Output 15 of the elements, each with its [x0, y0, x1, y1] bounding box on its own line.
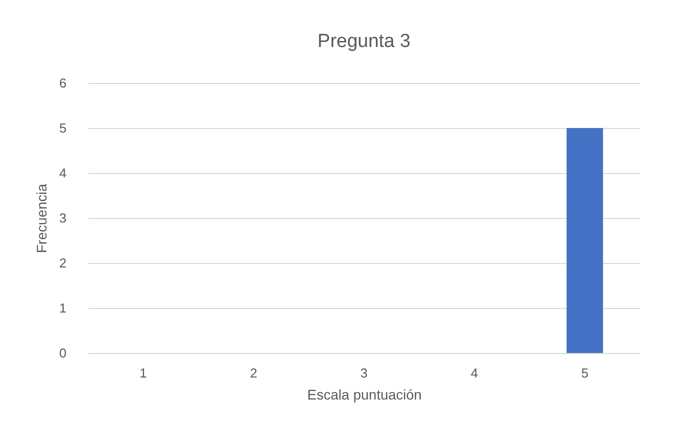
- x-tick-label: 1: [140, 366, 147, 380]
- y-tick-label: 6: [59, 76, 66, 90]
- y-tick-label: 5: [59, 120, 66, 136]
- x-tick-label: 2: [250, 366, 258, 380]
- x-tick-label: 4: [470, 366, 478, 380]
- y-tick-label: 4: [59, 166, 66, 180]
- x-axis-title: Escala puntuación: [307, 386, 422, 402]
- chart-title: Pregunta 3: [318, 31, 410, 52]
- y-tick-label: 1: [59, 300, 66, 316]
- y-tick-label: 3: [59, 210, 66, 226]
- y-tick-label: 2: [59, 256, 66, 270]
- x-tick-label: 3: [360, 366, 368, 380]
- x-tick-label: 5: [581, 366, 588, 380]
- y-axis-title: Frecuencia: [33, 184, 50, 254]
- y-tick-label: 0: [59, 346, 66, 360]
